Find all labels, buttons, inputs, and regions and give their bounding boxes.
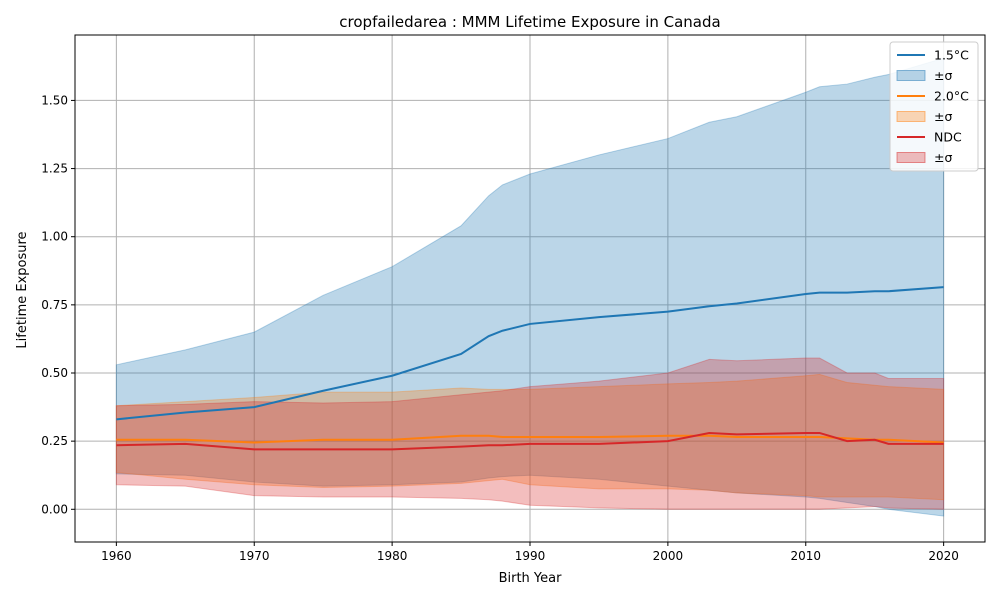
legend-band-swatch [896, 111, 926, 122]
line-layer [116, 286, 944, 451]
y-tick-label: 1.50 [41, 93, 68, 107]
x-axis-label: Birth Year [499, 571, 563, 586]
legend: 1.5°C ±σ 2.0°C ±σ NDC ±σ [889, 41, 979, 172]
x-tick-label: 1970 [239, 549, 270, 563]
y-tick-label: 0.50 [41, 366, 68, 380]
x-tick-label: 2020 [928, 549, 959, 563]
x-tick-label: 1990 [515, 549, 546, 563]
line-series-0 [116, 286, 944, 421]
y-tick-label: 0.25 [41, 434, 68, 448]
grid-layer [75, 35, 985, 542]
line-series-2 [116, 431, 944, 451]
legend-label: ±σ [934, 68, 952, 83]
legend-label: 1.5°C [934, 48, 969, 63]
band-series-2 [115, 357, 945, 510]
x-tick-label: 2010 [790, 549, 821, 563]
band-series-0 [115, 57, 945, 517]
legend-band-swatch [896, 70, 926, 81]
y-axis-label: Lifetime Exposure [15, 231, 30, 348]
x-tick-label: 1960 [101, 549, 132, 563]
y-tick-label: 0.00 [41, 502, 68, 516]
legend-label: ±σ [934, 109, 952, 124]
x-tick-label: 2000 [653, 549, 684, 563]
chart-title: cropfailedarea : MMM Lifetime Exposure i… [339, 13, 720, 31]
y-tick-label: 0.75 [41, 298, 68, 312]
legend-label: ±σ [934, 150, 952, 165]
x-tick-label: 1980 [377, 549, 408, 563]
y-tick-label: 1.00 [41, 230, 68, 244]
y-tick-label: 1.25 [41, 162, 68, 176]
line-series-1 [116, 434, 944, 444]
legend-box [889, 41, 979, 172]
legend-label: 2.0°C [934, 89, 969, 104]
legend-label: NDC [934, 130, 962, 145]
tick-layer: 1960 1970 1980 1990 2000 2010 2020 0.00 0.25 0.50… [41, 93, 959, 563]
legend-band-swatch [896, 152, 926, 163]
